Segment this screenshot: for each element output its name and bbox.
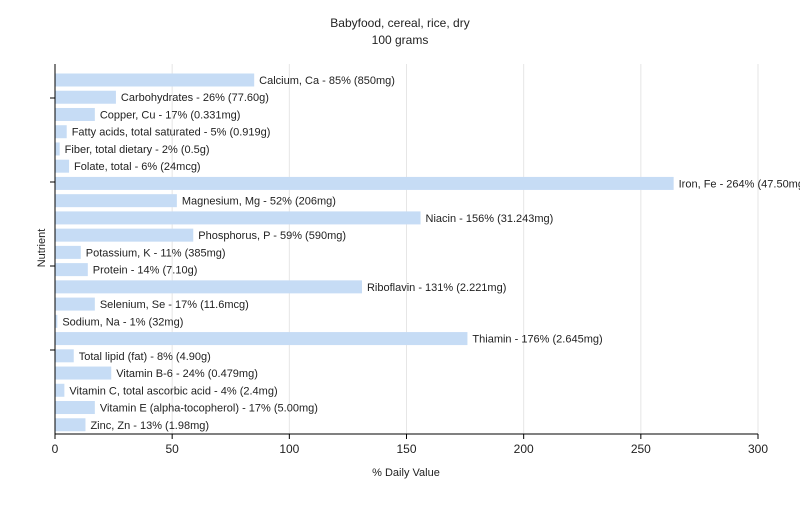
- x-tick-label-0: 0: [52, 442, 59, 456]
- bar-label-14: Sodium, Na - 1% (32mg): [62, 316, 183, 328]
- x-axis-label: % Daily Value: [372, 467, 440, 479]
- x-tick-label-150: 150: [396, 442, 416, 456]
- bar-11: [55, 263, 88, 277]
- bar-label-11: Protein - 14% (7.10g): [93, 265, 198, 277]
- bar-10: [55, 245, 81, 259]
- chart-title: Babyfood, cereal, rice, dry: [330, 16, 469, 30]
- bar-label-17: Vitamin B-6 - 24% (0.479mg): [116, 368, 258, 380]
- bar-2: [55, 107, 95, 121]
- x-tick-label-250: 250: [631, 442, 651, 456]
- bar-19: [55, 401, 95, 415]
- x-tick-label-200: 200: [514, 442, 534, 456]
- bar-label-5: Folate, total - 6% (24mcg): [74, 161, 201, 173]
- bar-label-9: Phosphorus, P - 59% (590mg): [198, 230, 346, 242]
- bar-label-10: Potassium, K - 11% (385mg): [86, 247, 226, 259]
- bar-7: [55, 194, 177, 208]
- chart-subtitle: 100 grams: [372, 33, 429, 47]
- bar-label-4: Fiber, total dietary - 2% (0.5g): [65, 144, 210, 156]
- x-tick-label-300: 300: [748, 442, 768, 456]
- axes: 0 50 100 150 200 250 300: [50, 64, 768, 456]
- bar-17: [55, 366, 112, 380]
- bar-16: [55, 349, 74, 363]
- bar-9: [55, 228, 194, 242]
- x-tick-label-50: 50: [165, 442, 179, 456]
- x-tick-label-100: 100: [279, 442, 299, 456]
- bar-label-2: Copper, Cu - 17% (0.331mg): [100, 109, 241, 121]
- bar-20: [55, 418, 86, 432]
- bar-4: [55, 142, 60, 156]
- bar-12: [55, 280, 362, 294]
- bar-label-6: Iron, Fe - 264% (47.50mg): [679, 178, 800, 190]
- bar-label-7: Magnesium, Mg - 52% (206mg): [182, 196, 336, 208]
- bar-15: [55, 332, 468, 346]
- bars: Calcium, Ca - 85% (850mg) Carbohydrates -…: [55, 73, 800, 432]
- bar-label-15: Thiamin - 176% (2.645mg): [472, 334, 602, 346]
- bar-5: [55, 159, 70, 173]
- bar-label-0: Calcium, Ca - 85% (850mg): [259, 75, 395, 87]
- bar-3: [55, 125, 67, 139]
- y-axis-label: Nutrient: [36, 229, 48, 268]
- bar-18: [55, 383, 65, 397]
- bar-0: [55, 73, 255, 87]
- bar-label-8: Niacin - 156% (31.243mg): [426, 213, 554, 225]
- bar-label-19: Vitamin E (alpha-tocopherol) - 17% (5.00…: [100, 403, 318, 415]
- bar-13: [55, 297, 95, 311]
- bar-label-16: Total lipid (fat) - 8% (4.90g): [79, 351, 211, 363]
- bar-label-18: Vitamin C, total ascorbic acid - 4% (2.4…: [69, 385, 277, 397]
- bar-label-12: Riboflavin - 131% (2.221mg): [367, 282, 506, 294]
- gridlines: [171, 64, 759, 434]
- bar-label-3: Fatty acids, total saturated - 5% (0.919…: [72, 127, 271, 139]
- bar-14: [55, 314, 58, 328]
- bar-label-13: Selenium, Se - 17% (11.6mcg): [100, 299, 249, 311]
- bar-label-1: Carbohydrates - 26% (77.60g): [121, 92, 269, 104]
- bar-6: [55, 176, 674, 190]
- bar-label-20: Zinc, Zn - 13% (1.98mg): [90, 420, 209, 432]
- bar-1: [55, 90, 116, 104]
- bar-8: [55, 211, 421, 225]
